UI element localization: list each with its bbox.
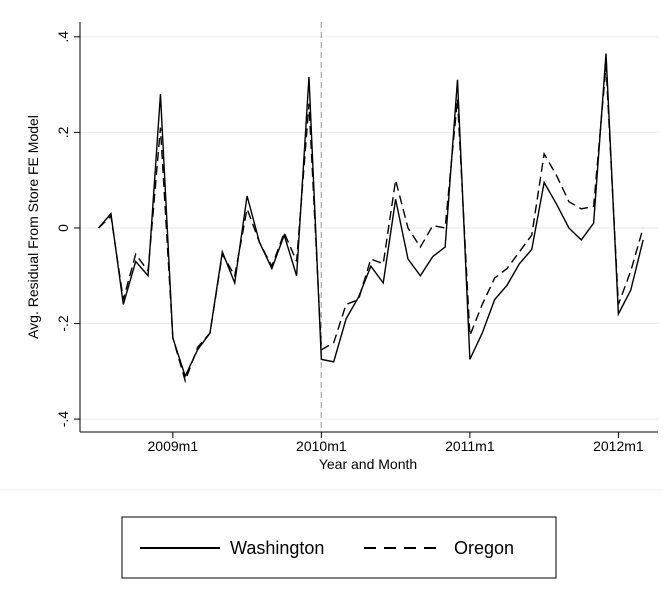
x-tick-label: 2011m1	[445, 438, 495, 454]
y-axis-title: Avg. Residual From Store FE Model	[25, 115, 41, 339]
series-line	[98, 65, 644, 384]
x-axis-title: Year and Month	[319, 456, 417, 472]
series-line	[98, 53, 644, 378]
x-tick-label: 2010m1	[296, 438, 347, 454]
x-tick-label: 2009m1	[148, 438, 199, 454]
y-tick-label: .4	[55, 31, 71, 43]
y-tick-label: -.4	[55, 411, 71, 428]
x-tick-label: 2012m1	[593, 438, 644, 454]
legend-label: Oregon	[454, 538, 514, 558]
y-tick-label: 0	[55, 224, 71, 232]
legend-label: Washington	[230, 538, 324, 558]
y-tick-label: .2	[55, 126, 71, 138]
y-tick-label: -.2	[55, 315, 71, 332]
